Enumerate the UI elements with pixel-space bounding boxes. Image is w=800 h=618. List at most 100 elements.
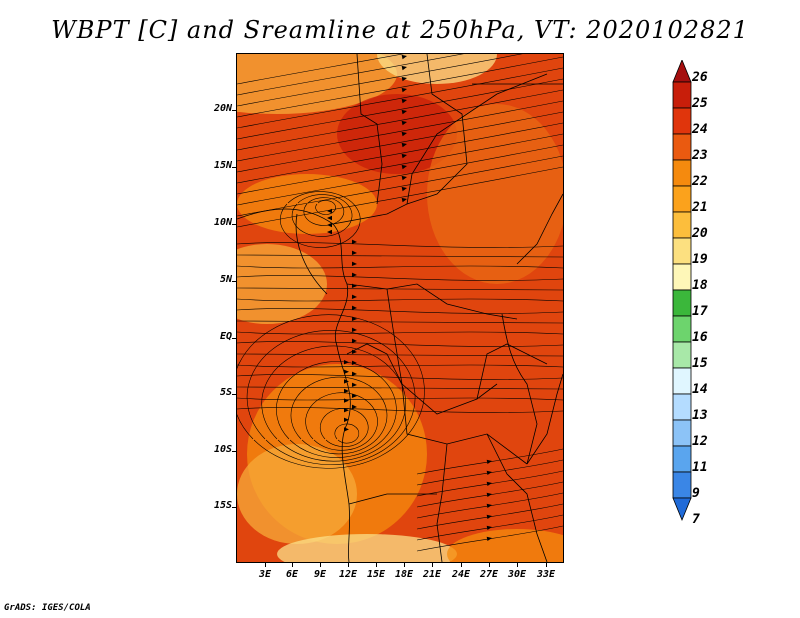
streamline-arrow-10	[401, 164, 407, 170]
lat-label-6: 10S	[213, 444, 232, 455]
streamline-arrow-49	[327, 229, 332, 235]
colorbar-segment-11	[672, 367, 692, 395]
color-bar	[672, 60, 692, 522]
colorbar-label-0: 26	[692, 70, 708, 86]
streamline-arrow-5	[401, 109, 407, 115]
border-south-3	[348, 493, 437, 505]
streamline-15	[237, 254, 563, 258]
streamline-43	[416, 503, 563, 530]
lon-label-7: 24E	[451, 569, 471, 580]
border-north-2	[406, 54, 468, 205]
lon-tick-0	[265, 562, 266, 567]
streamline-arrow-6	[401, 120, 407, 126]
streamline-14	[237, 242, 563, 248]
patch-east-mid	[427, 104, 563, 284]
streamline-46	[315, 200, 336, 215]
streamline-arrow-45	[486, 536, 492, 542]
lon-label-8: 27E	[479, 569, 499, 580]
lon-tick-6	[432, 562, 433, 567]
patch-central-deep	[337, 94, 457, 174]
streamline-arrow-42	[486, 503, 492, 509]
streamline-arrow-37	[344, 360, 349, 365]
streamline-arrow-46	[327, 208, 332, 214]
streamline-arrow-34	[344, 388, 349, 394]
lon-label-5: 18E	[394, 569, 414, 580]
streamline-26	[237, 374, 563, 380]
streamline-arrow-18	[351, 283, 357, 289]
streamline-42	[416, 492, 563, 519]
colorbar-label-16: 9	[692, 486, 700, 502]
streamline-18	[237, 287, 563, 291]
grads-footer: GrADS: IGES/COLA	[4, 603, 91, 613]
streamline-arrow-38	[486, 459, 492, 465]
border-east-1	[476, 343, 548, 400]
patch-north-west	[237, 54, 397, 114]
streamline-23	[237, 341, 563, 347]
colorbar-segment-1	[672, 107, 692, 135]
wbpt-map	[237, 54, 563, 562]
streamline-3	[237, 56, 563, 118]
colorbar-label-4: 22	[692, 174, 708, 190]
colorbar-label-5: 21	[692, 200, 708, 216]
streamline-arrow-36	[344, 369, 349, 374]
streamline-6	[237, 89, 563, 151]
lat-label-4: EQ	[219, 331, 232, 342]
streamline-31	[319, 408, 369, 448]
streamline-11	[237, 144, 563, 206]
streamline-34	[276, 361, 397, 458]
streamline-40	[416, 470, 563, 497]
lat-tick-3	[232, 281, 237, 282]
streamline-arrow-23	[351, 338, 357, 344]
streamline-17	[237, 275, 563, 281]
streamline-arrow-47	[327, 215, 332, 221]
lat-tick-7	[232, 507, 237, 508]
colorbar-segment-12	[672, 393, 692, 421]
streamline-arrows	[327, 54, 492, 542]
streamline-arrow-43	[486, 514, 492, 520]
lon-tick-2	[320, 562, 321, 567]
streamline-37	[237, 314, 425, 469]
streamline-2	[237, 54, 523, 107]
border-central-1	[346, 283, 518, 320]
colorbar-segment-14	[672, 445, 692, 473]
streamline-5	[237, 78, 563, 140]
streamline-arrow-32	[344, 408, 349, 413]
colorbar-bottom-cap	[672, 497, 692, 522]
patch-west-coast	[237, 244, 327, 324]
streamline-arrow-40	[486, 481, 492, 487]
lat-tick-0	[232, 110, 237, 111]
colorbar-label-11: 15	[692, 356, 708, 372]
lon-label-2: 9E	[313, 569, 327, 580]
lat-label-0: 20N	[213, 103, 232, 114]
border-south-4	[486, 433, 548, 562]
streamline-48	[291, 194, 353, 237]
streamline-arrow-48	[327, 222, 332, 228]
streamline-arrow-7	[401, 131, 407, 137]
streamline-arrow-2	[401, 76, 407, 82]
lon-label-10: 33E	[536, 569, 556, 580]
streamline-33	[290, 376, 388, 455]
colorbar-label-2: 24	[692, 122, 708, 138]
coastline-east	[526, 373, 563, 465]
colorbar-label-15: 11	[692, 460, 708, 476]
colorbar-label-13: 13	[692, 408, 708, 424]
streamline-arrow-4	[401, 98, 407, 104]
colorbar-segment-2	[672, 133, 692, 161]
streamline-arrow-12	[401, 186, 407, 192]
streamline-arrow-17	[351, 272, 357, 278]
streamline-arrow-30	[344, 427, 349, 432]
streamline-24	[237, 353, 563, 357]
streamline-arrow-27	[351, 382, 357, 388]
colorbar-label-9: 17	[692, 304, 708, 320]
streamline-arrow-35	[344, 379, 349, 384]
streamline-28	[237, 397, 563, 401]
colorbar-segment-6	[672, 237, 692, 265]
lat-tick-6	[232, 451, 237, 452]
lon-label-9: 30E	[507, 569, 527, 580]
streamline-47	[303, 197, 345, 226]
streamlines	[237, 54, 563, 552]
streamline-arrow-22	[351, 327, 357, 333]
lon-tick-8	[489, 562, 490, 567]
streamline-12	[237, 155, 563, 217]
colorbar-segment-10	[672, 341, 692, 369]
